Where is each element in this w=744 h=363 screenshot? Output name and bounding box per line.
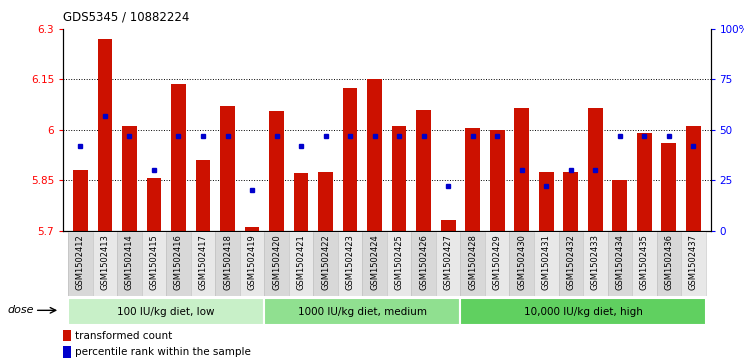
Text: percentile rank within the sample: percentile rank within the sample <box>74 347 251 357</box>
Bar <box>539 172 554 231</box>
Bar <box>612 180 627 231</box>
Bar <box>461 298 705 325</box>
Bar <box>632 232 657 296</box>
Text: 100 IU/kg diet, low: 100 IU/kg diet, low <box>118 307 215 317</box>
Text: GDS5345 / 10882224: GDS5345 / 10882224 <box>63 11 190 24</box>
Bar <box>411 232 436 296</box>
Bar <box>661 143 676 231</box>
Text: GSM1502431: GSM1502431 <box>542 234 551 290</box>
Bar <box>563 172 578 231</box>
Text: GSM1502420: GSM1502420 <box>272 234 281 290</box>
Text: GSM1502437: GSM1502437 <box>689 234 698 290</box>
Text: GSM1502424: GSM1502424 <box>370 234 379 290</box>
Bar <box>215 232 240 296</box>
Bar <box>264 298 461 325</box>
Bar <box>240 232 264 296</box>
Bar <box>97 39 112 231</box>
Bar <box>63 346 71 358</box>
Bar <box>686 126 701 231</box>
Text: transformed count: transformed count <box>74 331 172 341</box>
Bar <box>441 220 455 231</box>
Bar <box>147 179 161 231</box>
Text: GSM1502412: GSM1502412 <box>76 234 85 290</box>
Text: GSM1502429: GSM1502429 <box>493 234 501 290</box>
Text: GSM1502418: GSM1502418 <box>223 234 232 290</box>
Bar <box>338 232 362 296</box>
Bar <box>166 232 190 296</box>
Bar <box>93 232 118 296</box>
Text: 1000 IU/kg diet, medium: 1000 IU/kg diet, medium <box>298 307 427 317</box>
Text: GSM1502426: GSM1502426 <box>419 234 428 290</box>
Bar <box>461 232 485 296</box>
Bar <box>510 232 534 296</box>
Bar <box>637 133 652 231</box>
Bar <box>269 111 284 231</box>
Bar <box>118 232 141 296</box>
Bar <box>73 170 88 231</box>
Bar <box>289 232 313 296</box>
Text: GSM1502425: GSM1502425 <box>394 234 404 290</box>
Bar <box>465 128 480 231</box>
Bar <box>68 232 93 296</box>
Bar <box>485 232 510 296</box>
Bar <box>343 88 357 231</box>
Bar <box>171 85 186 231</box>
Text: GSM1502434: GSM1502434 <box>615 234 624 290</box>
Text: GSM1502432: GSM1502432 <box>566 234 575 290</box>
Bar <box>362 232 387 296</box>
Bar <box>220 106 235 231</box>
Text: GSM1502422: GSM1502422 <box>321 234 330 290</box>
Bar <box>387 232 411 296</box>
Text: GSM1502421: GSM1502421 <box>297 234 306 290</box>
Text: GSM1502428: GSM1502428 <box>468 234 477 290</box>
Text: GSM1502415: GSM1502415 <box>150 234 158 290</box>
Text: GSM1502435: GSM1502435 <box>640 234 649 290</box>
Bar <box>534 232 559 296</box>
Text: GSM1502413: GSM1502413 <box>100 234 109 290</box>
Bar <box>196 160 211 231</box>
Text: GSM1502430: GSM1502430 <box>517 234 526 290</box>
Bar <box>657 232 681 296</box>
Bar <box>681 232 705 296</box>
Text: 10,000 IU/kg diet, high: 10,000 IU/kg diet, high <box>524 307 643 317</box>
Bar <box>141 232 166 296</box>
Text: GSM1502433: GSM1502433 <box>591 234 600 290</box>
Bar <box>588 108 603 231</box>
Bar <box>559 232 583 296</box>
Bar <box>490 130 504 231</box>
Bar <box>318 172 333 231</box>
Bar <box>63 330 71 341</box>
Bar <box>583 232 608 296</box>
Bar <box>417 110 431 231</box>
Text: GSM1502414: GSM1502414 <box>125 234 134 290</box>
Bar <box>294 174 309 231</box>
Bar <box>264 232 289 296</box>
Bar <box>190 232 215 296</box>
Text: GSM1502419: GSM1502419 <box>248 234 257 290</box>
Text: GSM1502427: GSM1502427 <box>443 234 452 290</box>
Text: GSM1502423: GSM1502423 <box>346 234 355 290</box>
Bar <box>68 298 264 325</box>
Bar <box>392 126 406 231</box>
Bar <box>514 108 529 231</box>
Bar <box>245 227 260 231</box>
Text: GSM1502436: GSM1502436 <box>664 234 673 290</box>
Bar <box>436 232 461 296</box>
Text: GSM1502416: GSM1502416 <box>174 234 183 290</box>
Bar <box>313 232 338 296</box>
Text: GSM1502417: GSM1502417 <box>199 234 208 290</box>
Bar <box>608 232 632 296</box>
Bar <box>122 126 137 231</box>
Text: dose: dose <box>7 305 34 315</box>
Bar <box>368 79 382 231</box>
